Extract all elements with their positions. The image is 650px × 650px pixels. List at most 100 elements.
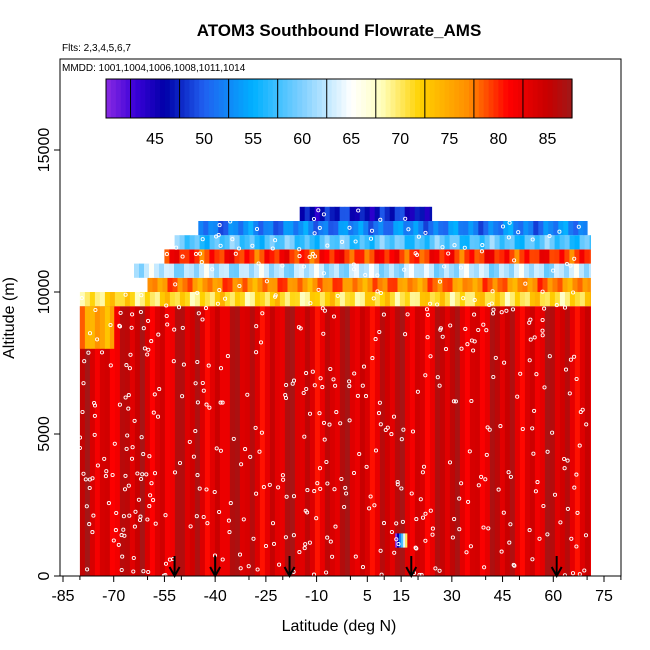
colorbar-tick-label: 45 bbox=[146, 131, 164, 148]
sample-marker bbox=[368, 236, 374, 241]
heatmap-cell bbox=[308, 221, 314, 236]
sample-marker bbox=[502, 360, 507, 365]
colorbar-segment bbox=[454, 79, 460, 118]
heatmap-cell bbox=[499, 249, 505, 264]
sample-marker bbox=[84, 504, 89, 509]
sample-marker bbox=[148, 493, 153, 498]
heatmap-cell bbox=[174, 249, 180, 264]
heatmap-cell bbox=[464, 263, 470, 278]
sample-marker bbox=[303, 508, 308, 513]
heatmap-cell bbox=[464, 306, 471, 576]
heatmap-cell bbox=[274, 235, 281, 250]
heatmap-cell bbox=[399, 263, 405, 278]
sample-marker bbox=[420, 515, 426, 520]
sample-marker bbox=[253, 425, 258, 430]
sample-marker bbox=[347, 225, 352, 230]
colorbar-segment bbox=[503, 79, 509, 118]
sample-marker bbox=[540, 333, 545, 338]
sample-marker bbox=[90, 530, 95, 535]
heatmap-cell bbox=[434, 306, 441, 576]
sample-marker bbox=[328, 539, 333, 544]
sample-marker bbox=[176, 305, 182, 310]
colorbar-segment bbox=[537, 79, 544, 118]
sample-marker bbox=[562, 456, 567, 462]
colorbar-tick-label: 60 bbox=[293, 131, 311, 148]
sample-marker bbox=[193, 428, 198, 434]
sample-marker bbox=[459, 346, 464, 351]
heatmap-cell bbox=[159, 292, 166, 307]
heatmap-cell bbox=[162, 277, 168, 292]
sample-marker bbox=[395, 479, 400, 485]
heatmap-cell bbox=[227, 277, 233, 292]
heatmap-cell bbox=[349, 306, 356, 576]
colorbar-segment bbox=[213, 79, 220, 118]
heatmap-cell bbox=[202, 277, 208, 292]
sample-marker bbox=[351, 262, 356, 267]
heatmap-cell bbox=[463, 221, 469, 236]
heatmap-cell bbox=[409, 249, 415, 264]
colorbar-segment bbox=[498, 79, 504, 118]
sample-marker bbox=[419, 572, 424, 576]
sample-marker bbox=[330, 554, 335, 559]
colorbar-segment bbox=[204, 79, 210, 118]
heatmap-cell bbox=[569, 263, 575, 278]
heatmap-cell bbox=[279, 306, 286, 576]
heatmap-cell bbox=[394, 249, 400, 264]
sample-marker bbox=[79, 296, 84, 301]
flights-subtitle: Flts: 2,3,4,5,6,7 bbox=[62, 43, 131, 54]
colorbar: 45 50 55 60 65 70 75 80 85 bbox=[105, 78, 573, 148]
heatmap-cell bbox=[364, 249, 370, 264]
heatmap-cell bbox=[577, 277, 583, 292]
heatmap-cell bbox=[494, 263, 500, 278]
sample-marker bbox=[379, 572, 384, 576]
sample-marker bbox=[140, 472, 145, 477]
heatmap-cell bbox=[304, 249, 310, 264]
colorbar-segment bbox=[145, 79, 151, 118]
heatmap-cell bbox=[479, 306, 486, 576]
sample-marker bbox=[239, 462, 244, 467]
heatmap-cell bbox=[527, 277, 533, 292]
sample-marker bbox=[396, 542, 401, 547]
sample-marker bbox=[312, 489, 317, 494]
heatmap-cell bbox=[429, 235, 436, 250]
heatmap-cell bbox=[379, 206, 386, 221]
sample-marker bbox=[257, 449, 262, 454]
sample-marker bbox=[283, 535, 288, 540]
sample-marker bbox=[530, 237, 535, 242]
sample-marker bbox=[164, 313, 169, 319]
heatmap-cell bbox=[197, 277, 203, 292]
sample-marker bbox=[303, 542, 308, 547]
colorbar-segment bbox=[209, 79, 215, 118]
heatmap-cell bbox=[369, 235, 376, 250]
heatmap-cell bbox=[364, 206, 371, 221]
heatmap-cell bbox=[458, 221, 464, 236]
heatmap-cell bbox=[184, 235, 191, 250]
heatmap-cell bbox=[454, 249, 460, 264]
heatmap-cell bbox=[239, 306, 246, 576]
heatmap-cell bbox=[328, 221, 334, 236]
sample-marker bbox=[87, 477, 92, 482]
heatmap-cell bbox=[442, 277, 448, 292]
heatmap-cell bbox=[334, 306, 341, 576]
heatmap-cell bbox=[569, 249, 575, 264]
colorbar-tick-label: 85 bbox=[539, 131, 557, 148]
sample-marker bbox=[413, 251, 418, 256]
sample-marker bbox=[437, 279, 443, 284]
heatmap-cell bbox=[344, 235, 351, 250]
colorbar-segment bbox=[272, 79, 279, 118]
sample-marker bbox=[554, 303, 559, 308]
heatmap-cell bbox=[404, 249, 410, 264]
heatmap-cell bbox=[583, 221, 588, 236]
sample-marker bbox=[347, 384, 352, 389]
sample-marker bbox=[484, 452, 489, 457]
sample-marker bbox=[452, 243, 457, 248]
heatmap-cell bbox=[382, 277, 388, 292]
sample-marker bbox=[215, 301, 220, 306]
heatmap-cell bbox=[464, 249, 470, 264]
heatmap-cell bbox=[279, 235, 286, 250]
sample-marker bbox=[132, 524, 137, 529]
sample-marker bbox=[331, 314, 337, 319]
heatmap-cell bbox=[293, 221, 299, 236]
heatmap-cell bbox=[469, 263, 475, 278]
sample-marker bbox=[428, 354, 433, 359]
